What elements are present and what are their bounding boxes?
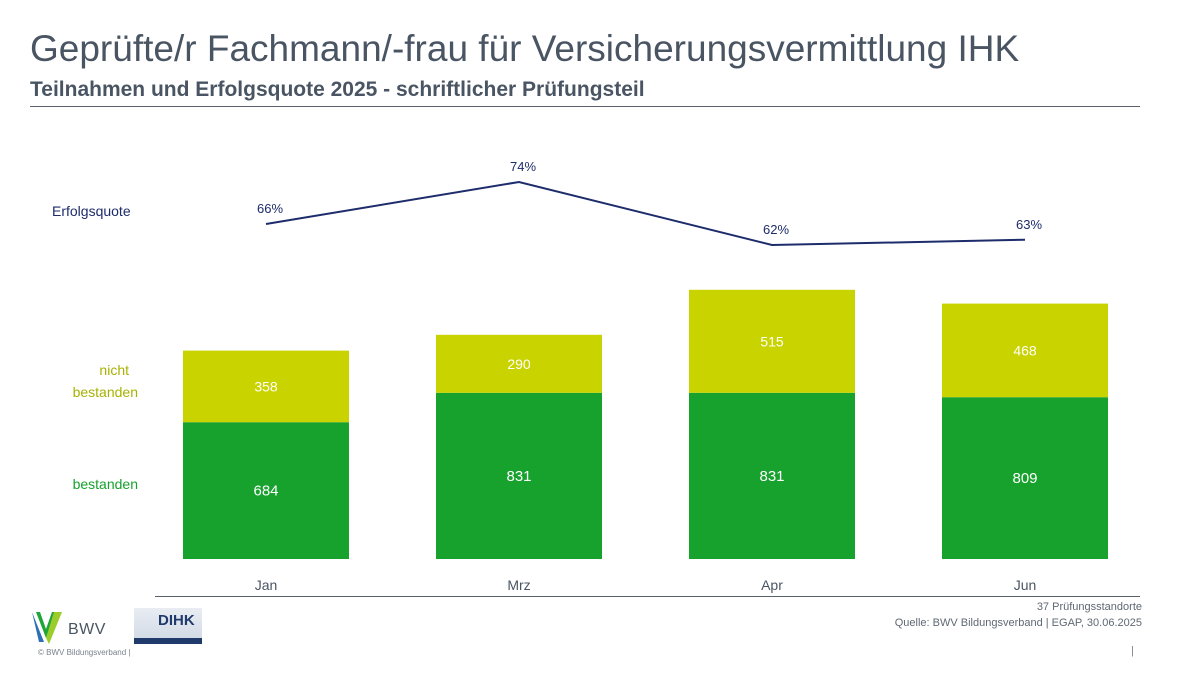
source-note: Quelle: BWV Bildungsverband | EGAP, 30.0… [894,617,1142,629]
legend-bestanden: bestanden [73,476,138,492]
data-label-bestanden: 831 [759,468,784,485]
erfolgsquote-label: 74% [510,159,536,174]
x-tick-label: Jan [255,577,278,593]
legend-nicht: nicht [99,362,129,378]
legend-erfolgsquote: Erfolgsquote [52,203,131,219]
bwv-logo-text: BWV [68,621,106,638]
erfolgsquote-label: 62% [763,222,789,237]
dihk-logo: DIHK [134,608,202,644]
locations-note: 37 Prüfungsstandorte [1036,601,1142,613]
data-label-bestanden: 831 [506,468,531,485]
x-axis-line [155,596,1140,597]
x-tick-label: Jun [1014,577,1037,593]
legend-bestanden-failed: bestanden [73,384,138,400]
x-tick-label: Apr [761,577,783,593]
erfolgsquote-label: 66% [257,201,283,216]
dihk-logo-bar [134,638,202,644]
bar-nicht-bestanden-jan [183,350,349,423]
title-divider [30,106,1140,107]
copyright: © BWV Bildungsverband | [38,648,131,657]
bar-bestanden-jun [942,397,1108,559]
bwv-logo: BWV [30,608,130,648]
x-tick-label: Mrz [507,577,530,593]
dihk-logo-text: DIHK [158,612,195,629]
bar-nicht-bestanden-apr [689,289,855,393]
data-label-bestanden: 809 [1012,470,1037,487]
chart-title: Geprüfte/r Fachmann/-frau für Versicheru… [30,28,1020,69]
data-label-nicht-bestanden: 358 [254,378,278,394]
data-label-nicht-bestanden: 515 [760,333,784,349]
bwv-v-icon [32,612,62,644]
erfolgsquote-label: 63% [1016,217,1042,232]
bar-nicht-bestanden-mrz [436,334,602,393]
page-separator: | [1131,645,1134,657]
data-label-nicht-bestanden: 468 [1013,342,1037,358]
data-label-bestanden: 684 [253,483,278,500]
bar-bestanden-jan [183,422,349,559]
bar-bestanden-mrz [436,392,602,559]
bar-bestanden-apr [689,392,855,559]
erfolgsquote-line [265,180,1026,247]
bar-nicht-bestanden-jun [942,303,1108,398]
data-label-nicht-bestanden: 290 [507,356,531,372]
chart-subtitle: Teilnahmen und Erfolgsquote 2025 - schri… [30,78,645,101]
